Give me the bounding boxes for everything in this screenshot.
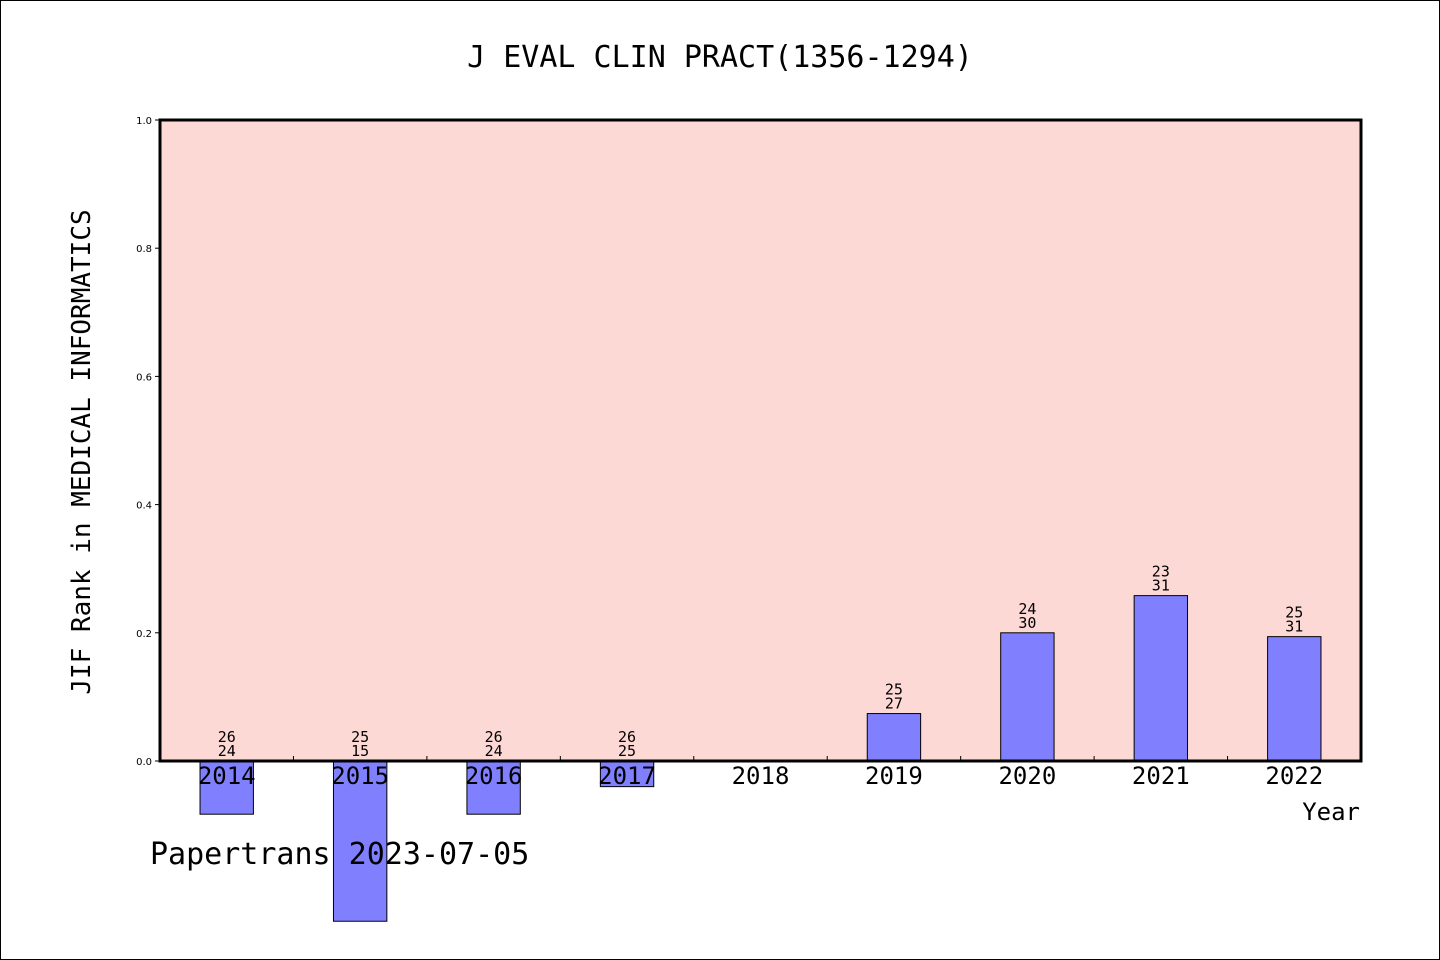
bar-label-top-2015: 25 (351, 728, 369, 746)
bar-2021 (1133, 595, 1189, 762)
bar-label-top-2022: 25 (1285, 604, 1303, 622)
bar-label-bottom-2019: 27 (885, 695, 903, 713)
x-tick-label-2015: 2015 (331, 762, 389, 790)
y-tick-label: 0.8 (136, 244, 152, 255)
bar-label-top-2016: 26 (485, 728, 503, 746)
x-tick-label-2016: 2016 (465, 762, 523, 790)
bar-label-bottom-2017: 25 (618, 742, 636, 760)
x-tick-label-2017: 2017 (598, 762, 656, 790)
bar-2015 (332, 760, 388, 922)
watermark-text: Papertrans 2023-07-05 (150, 837, 529, 872)
x-tick-label-2019: 2019 (865, 762, 923, 790)
x-tick-label-2021: 2021 (1132, 762, 1190, 790)
x-tick-label-2020: 2020 (998, 762, 1056, 790)
y-tick-label: 1.0 (136, 116, 152, 127)
x-tick-label-2022: 2022 (1265, 762, 1323, 790)
x-tick-label-2018: 2018 (732, 762, 790, 790)
x-tick-label-2014: 2014 (198, 762, 256, 790)
bar-label-bottom-2015: 15 (351, 742, 369, 760)
bar-label-top-2020: 24 (1018, 600, 1036, 618)
x-tick-labels: 2014 2015 2016 2017 2018 2019 2020 2021 2022 (198, 762, 1323, 790)
bar-label-bottom-2021: 31 (1152, 577, 1170, 595)
y-tick-label: 0.2 (136, 629, 152, 640)
y-axis-ticks: 0.0 0.2 0.4 0.6 0.8 1.0 (136, 116, 160, 768)
bar-label-bottom-2022: 31 (1285, 618, 1303, 636)
bar-2022 (1267, 636, 1322, 762)
y-tick-label: 0.0 (136, 757, 152, 768)
plot-border (158, 118, 1363, 763)
y-axis-label: JIF Rank in MEDICAL INFORMATICS (67, 209, 97, 694)
x-axis-label: Year (1302, 798, 1360, 826)
bar-label-bottom-2016: 24 (485, 742, 503, 760)
bar-label-bottom-2014: 24 (218, 742, 236, 760)
y-tick-label: 0.6 (136, 372, 152, 383)
y-tick-label: 0.4 (136, 501, 152, 512)
bar-2016 (466, 760, 521, 815)
bar-2019 (866, 713, 922, 762)
bar-label-top-2021: 23 (1152, 563, 1170, 581)
bar-label-top-2019: 25 (885, 681, 903, 699)
bar-label-top-2014: 26 (218, 728, 236, 746)
bar-label-top-2017: 26 (618, 728, 636, 746)
bar-label-bottom-2020: 30 (1018, 614, 1036, 632)
chart-title: J EVAL CLIN PRACT(1356-1294) (467, 40, 973, 75)
bar-2020 (1000, 632, 1055, 762)
bars-layer (199, 595, 1322, 922)
